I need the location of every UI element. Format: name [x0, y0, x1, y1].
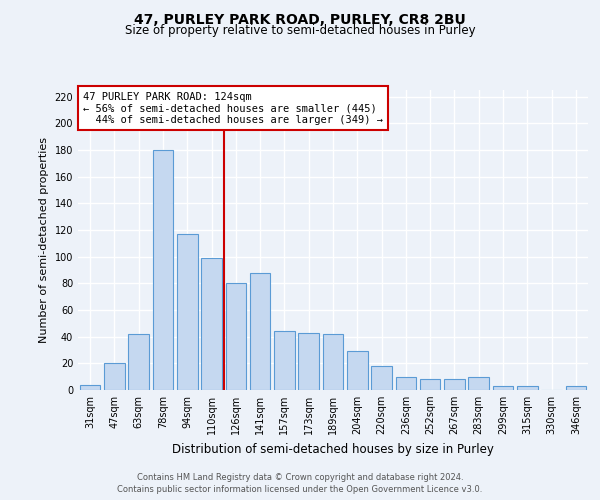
Bar	[420, 380, 440, 390]
Bar	[469, 376, 489, 390]
Bar	[128, 334, 149, 390]
Bar	[80, 384, 100, 390]
Bar	[250, 272, 271, 390]
Bar	[274, 332, 295, 390]
Y-axis label: Number of semi-detached properties: Number of semi-detached properties	[39, 137, 49, 343]
Bar	[444, 380, 465, 390]
Bar	[566, 386, 586, 390]
Bar	[177, 234, 197, 390]
Bar	[152, 150, 173, 390]
Text: 47, PURLEY PARK ROAD, PURLEY, CR8 2BU: 47, PURLEY PARK ROAD, PURLEY, CR8 2BU	[134, 12, 466, 26]
Bar	[395, 376, 416, 390]
Text: Contains HM Land Registry data © Crown copyright and database right 2024.
Contai: Contains HM Land Registry data © Crown c…	[118, 472, 482, 494]
Bar	[371, 366, 392, 390]
Bar	[104, 364, 125, 390]
Text: Size of property relative to semi-detached houses in Purley: Size of property relative to semi-detach…	[125, 24, 475, 37]
Text: 47 PURLEY PARK ROAD: 124sqm
← 56% of semi-detached houses are smaller (445)
  44: 47 PURLEY PARK ROAD: 124sqm ← 56% of sem…	[83, 92, 383, 124]
Bar	[201, 258, 222, 390]
Bar	[517, 386, 538, 390]
Bar	[323, 334, 343, 390]
Bar	[493, 386, 514, 390]
X-axis label: Distribution of semi-detached houses by size in Purley: Distribution of semi-detached houses by …	[172, 442, 494, 456]
Bar	[226, 284, 246, 390]
Bar	[298, 332, 319, 390]
Bar	[347, 352, 368, 390]
